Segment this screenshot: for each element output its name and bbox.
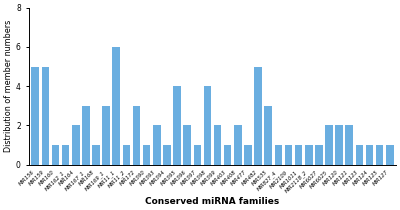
Bar [163,145,171,165]
Bar [52,145,59,165]
Bar [153,125,160,165]
Bar [264,106,272,165]
Bar [183,125,191,165]
Bar [224,145,232,165]
Bar [274,145,282,165]
Bar [356,145,363,165]
Bar [42,67,49,165]
Bar [335,125,343,165]
Bar [325,125,333,165]
X-axis label: Conserved miRNA families: Conserved miRNA families [145,197,280,206]
Bar [133,106,140,165]
Bar [204,86,211,165]
Y-axis label: Distribution of member numbers: Distribution of member numbers [4,20,13,152]
Bar [102,106,110,165]
Bar [254,67,262,165]
Bar [386,145,394,165]
Bar [82,106,90,165]
Bar [305,145,312,165]
Bar [72,125,80,165]
Bar [346,125,353,165]
Bar [376,145,384,165]
Bar [244,145,252,165]
Bar [122,145,130,165]
Bar [92,145,100,165]
Bar [143,145,150,165]
Bar [214,125,221,165]
Bar [315,145,323,165]
Bar [62,145,70,165]
Bar [112,47,120,165]
Bar [285,145,292,165]
Bar [366,145,373,165]
Bar [194,145,201,165]
Bar [234,125,242,165]
Bar [173,86,181,165]
Bar [295,145,302,165]
Bar [32,67,39,165]
